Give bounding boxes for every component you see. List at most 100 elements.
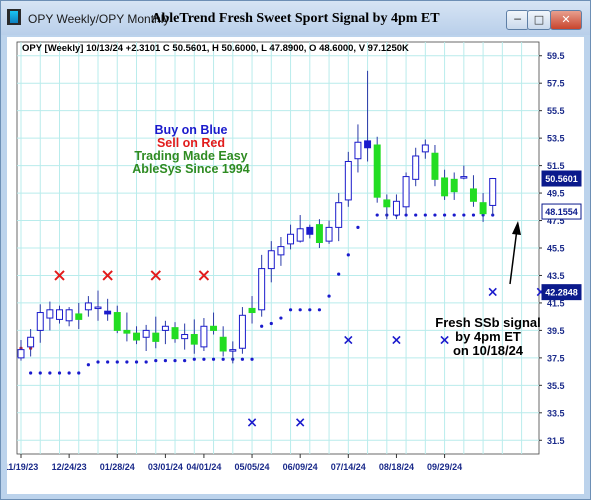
candle bbox=[441, 169, 449, 200]
x-tick-label: 03/01/24 bbox=[148, 462, 183, 472]
y-tick-label: 31.5 bbox=[547, 436, 565, 446]
stop-dot bbox=[462, 213, 466, 217]
x-tick-label: 01/28/24 bbox=[100, 462, 135, 472]
ohlc-info-line: OPY [Weekly] 10/13/24 +2.3101 C 50.5601,… bbox=[22, 43, 409, 54]
title-bar[interactable]: OPY Weekly/OPY Monthly AbleTrend Fresh S… bbox=[1, 1, 590, 35]
candle-body bbox=[431, 152, 439, 180]
stop-dot bbox=[356, 225, 360, 229]
candle bbox=[277, 237, 285, 266]
candle-body bbox=[104, 310, 112, 315]
stop-dot bbox=[115, 360, 119, 364]
candle bbox=[17, 340, 25, 361]
candle bbox=[421, 139, 429, 159]
x-tick-label: 05/05/24 bbox=[235, 462, 270, 472]
candle-body bbox=[421, 144, 429, 153]
app-icon bbox=[7, 9, 21, 25]
candle bbox=[392, 194, 400, 220]
annotation-line-3: on 10/18/24 bbox=[453, 343, 524, 358]
annotation-line-1: Fresh SSb signal bbox=[435, 315, 540, 330]
candle-body bbox=[412, 155, 420, 180]
y-tick-label: 51.5 bbox=[547, 161, 565, 171]
candle bbox=[296, 215, 304, 243]
stop-dot bbox=[173, 359, 177, 363]
stop-dot bbox=[38, 371, 42, 375]
candle-body bbox=[219, 336, 227, 352]
candle bbox=[104, 298, 112, 321]
candle-body bbox=[161, 325, 169, 331]
buy-signal-x bbox=[440, 335, 449, 345]
candle-body bbox=[210, 325, 218, 331]
y-tick-label: 53.5 bbox=[547, 134, 565, 144]
buy-signal-x bbox=[344, 335, 353, 345]
candle bbox=[364, 70, 372, 162]
candle-body bbox=[306, 226, 314, 235]
candle-body bbox=[113, 312, 121, 331]
candle bbox=[75, 302, 83, 330]
y-tick-label: 33.5 bbox=[547, 408, 565, 418]
candle-body bbox=[75, 313, 83, 320]
legend-trading-made-easy: Trading Made Easy bbox=[134, 149, 247, 163]
chart-area[interactable]: 31.5 33.5 35.5 37.5 39.5 41.5 43.5 45.5 47.5 49.5… bbox=[4, 37, 584, 494]
sell-signal-x bbox=[102, 270, 113, 281]
candle bbox=[171, 322, 179, 343]
candle bbox=[113, 305, 121, 334]
candle bbox=[181, 323, 189, 350]
candle bbox=[133, 326, 141, 345]
sell-x-stroke bbox=[198, 270, 210, 281]
x-tick-label: 07/14/24 bbox=[331, 462, 366, 472]
candle bbox=[84, 296, 92, 317]
sell-signal-x bbox=[150, 270, 161, 281]
candle-body bbox=[258, 268, 266, 311]
window-title: OPY Weekly/OPY Monthly bbox=[28, 12, 170, 26]
close-button[interactable]: ✕ bbox=[550, 10, 582, 30]
annotation-arrow bbox=[509, 221, 521, 285]
candle bbox=[325, 220, 333, 244]
candle-body bbox=[364, 140, 372, 149]
candle bbox=[460, 165, 468, 180]
candle bbox=[479, 193, 487, 222]
price-tag-box bbox=[541, 284, 582, 301]
candle-body bbox=[17, 349, 25, 359]
candle-body bbox=[287, 233, 295, 245]
candle-body bbox=[402, 176, 410, 208]
y-tick-label: 45.5 bbox=[547, 244, 565, 254]
candle-body bbox=[27, 336, 35, 348]
candle bbox=[469, 175, 477, 207]
buy-x-stroke bbox=[247, 418, 257, 427]
price-tags: 50.5601 48.1554 42.2848 bbox=[541, 170, 582, 301]
candle bbox=[258, 254, 266, 317]
signal-annotation: Fresh SSb signal by 4pm ET on 10/18/24 bbox=[435, 315, 540, 358]
candle bbox=[267, 241, 275, 283]
stop-dot bbox=[106, 360, 110, 364]
candle-body bbox=[479, 202, 487, 215]
sell-x-stroke bbox=[54, 270, 65, 281]
candle-body bbox=[181, 334, 189, 340]
stop-dot bbox=[404, 213, 408, 217]
candle bbox=[27, 329, 35, 357]
candle-body bbox=[94, 306, 102, 310]
candle bbox=[65, 307, 73, 327]
stop-dot bbox=[192, 357, 196, 361]
candle bbox=[489, 177, 497, 216]
x-tick-label: 11/19/23 bbox=[7, 462, 38, 472]
candle-body bbox=[489, 178, 497, 206]
stop-dot bbox=[67, 371, 71, 375]
candle bbox=[190, 319, 198, 354]
maximize-button[interactable]: □ bbox=[527, 10, 551, 30]
legend-buy-on-blue: Buy on Blue bbox=[155, 123, 228, 137]
buy-signal-x bbox=[392, 335, 401, 345]
candle bbox=[94, 290, 102, 321]
price-chart[interactable]: 31.5 33.5 35.5 37.5 39.5 41.5 43.5 45.5 47.5 49.5… bbox=[4, 37, 584, 494]
minimize-button[interactable]: ─ bbox=[506, 10, 529, 30]
x-tick-label: 06/09/24 bbox=[283, 462, 318, 472]
candle bbox=[56, 305, 63, 324]
candle-body bbox=[248, 307, 256, 314]
stop-dot bbox=[163, 359, 168, 363]
candle-body bbox=[315, 224, 323, 244]
stop-dot bbox=[298, 308, 302, 312]
y-tick-label: 41.5 bbox=[547, 298, 565, 308]
candle bbox=[402, 172, 410, 214]
buy-x-stroke bbox=[296, 418, 305, 427]
stop-dot bbox=[423, 213, 427, 217]
candle-body bbox=[325, 226, 333, 242]
